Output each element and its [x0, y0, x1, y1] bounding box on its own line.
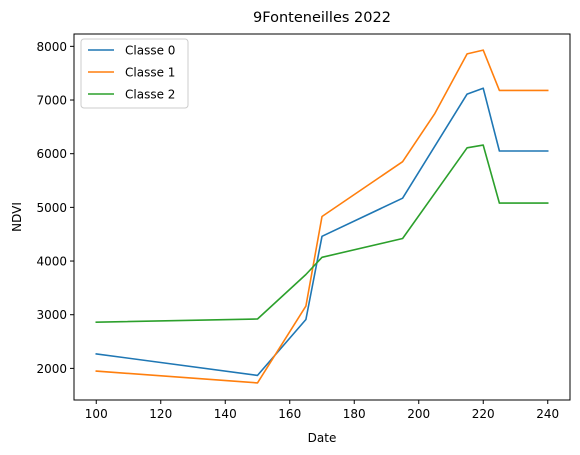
legend-label-1: Classe 1: [125, 66, 175, 80]
x-tick-label: 140: [214, 407, 237, 421]
x-tick-label: 100: [85, 407, 108, 421]
series-line-1: [95, 49, 549, 384]
legend: Classe 0 Classe 1 Classe 2: [80, 38, 189, 109]
x-tick-label: 120: [149, 407, 172, 421]
series-layer: [95, 49, 549, 384]
y-tick-label: 7000: [36, 94, 67, 108]
x-axis-ticks: 100 120 140 160 180 200 220 240: [85, 400, 559, 421]
legend-label-0: Classe 0: [125, 44, 175, 58]
y-tick-label: 6000: [36, 147, 67, 161]
y-axis-ticks: 2000 3000 4000 5000 6000 7000 8000: [36, 40, 74, 376]
y-axis-label: NDVI: [10, 202, 24, 232]
x-tick-label: 180: [343, 407, 366, 421]
y-tick-label: 3000: [36, 308, 67, 322]
chart-title: 9Fonteneilles 2022: [253, 10, 391, 26]
x-axis-label: Date: [308, 431, 337, 445]
y-tick-label: 5000: [36, 201, 67, 215]
y-tick-label: 4000: [36, 255, 67, 269]
plot-frame: [73, 33, 571, 401]
x-tick-label: 160: [278, 407, 301, 421]
y-tick-label: 2000: [36, 362, 67, 376]
x-tick-label: 200: [407, 407, 430, 421]
series-line-2: [95, 144, 549, 324]
legend-label-2: Classe 2: [125, 88, 175, 102]
x-tick-label: 240: [536, 407, 559, 421]
legend-box: [80, 38, 189, 109]
y-tick-label: 8000: [36, 40, 67, 54]
x-tick-label: 220: [472, 407, 495, 421]
